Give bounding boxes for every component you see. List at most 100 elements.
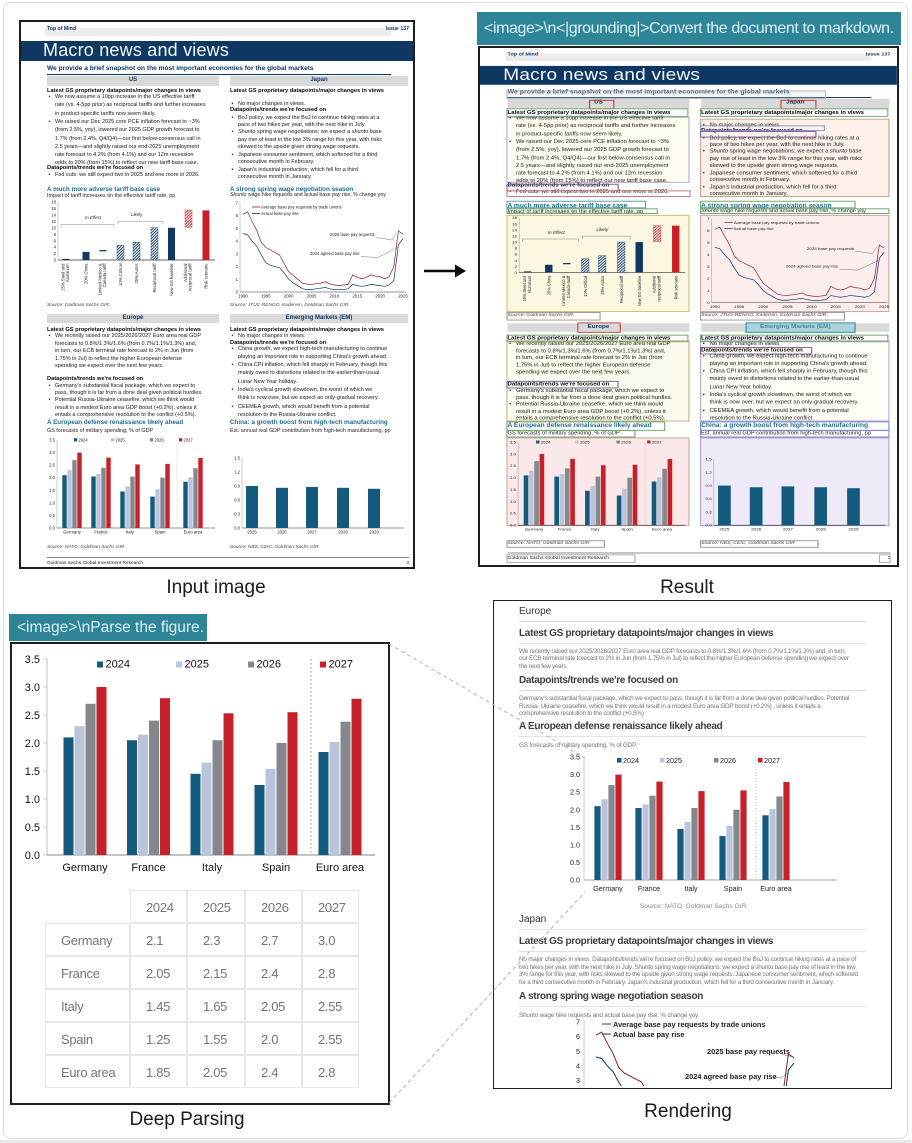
svg-text:2026: 2026	[154, 437, 164, 442]
svg-text:2028: 2028	[816, 527, 827, 532]
svg-text:2025: 2025	[115, 437, 125, 442]
svg-text:2027: 2027	[783, 527, 794, 532]
svg-text:Spain: Spain	[155, 530, 167, 535]
svg-text:2010: 2010	[330, 294, 340, 299]
svg-text:8: 8	[515, 246, 518, 251]
svg-text:Aluminum: Aluminum	[527, 275, 532, 293]
svg-text:1995: 1995	[261, 294, 271, 299]
svg-text:2025: 2025	[719, 527, 730, 532]
svg-text:7: 7	[707, 216, 710, 221]
svg-text:0.5: 0.5	[570, 858, 580, 867]
svg-text:2.0: 2.0	[570, 805, 580, 814]
svg-text:1: 1	[707, 288, 710, 293]
svg-text:10: 10	[512, 240, 518, 245]
svg-text:3.0: 3.0	[49, 450, 55, 455]
svg-text:Italy: Italy	[591, 527, 600, 532]
svg-text:2025: 2025	[185, 659, 209, 671]
svg-text:2025: 2025	[666, 756, 682, 765]
svg-text:1.5: 1.5	[234, 455, 240, 460]
svg-text:New GS baseline: New GS baseline	[637, 275, 642, 306]
svg-text:0.9: 0.9	[706, 483, 713, 488]
svg-text:10: 10	[51, 225, 56, 230]
svg-text:2024: 2024	[78, 437, 88, 442]
svg-text:14: 14	[512, 228, 518, 233]
svg-text:Canada tariff: Canada tariff	[102, 263, 107, 288]
svg-text:Risk scenario: Risk scenario	[204, 263, 209, 289]
svg-text:1.5: 1.5	[510, 487, 517, 492]
svg-text:2025: 2025	[580, 440, 591, 445]
svg-text:Aluminum: Aluminum	[65, 263, 70, 282]
svg-text:New GS baseline: New GS baseline	[169, 263, 174, 296]
svg-text:2025: 2025	[398, 294, 408, 299]
svg-text:2.5: 2.5	[49, 463, 55, 468]
svg-text:10% Critical: 10% Critical	[583, 276, 588, 297]
svg-text:2026: 2026	[257, 659, 281, 671]
svg-text:2: 2	[54, 251, 57, 256]
svg-text:2.5: 2.5	[25, 710, 40, 722]
svg-text:0.9: 0.9	[234, 484, 240, 489]
svg-text:4: 4	[515, 258, 518, 263]
svg-text:0.6: 0.6	[706, 496, 713, 501]
svg-text:0.6: 0.6	[234, 498, 240, 503]
svg-text:2020: 2020	[375, 294, 385, 299]
svg-text:1.0: 1.0	[570, 841, 580, 850]
svg-text:Reciprocal tariff: Reciprocal tariff	[619, 275, 624, 303]
svg-text:Additional: Additional	[651, 276, 656, 293]
svg-text:Germany: Germany	[525, 527, 545, 532]
svg-text:2025 base pay requests: 2025 base pay requests	[707, 1047, 790, 1056]
svg-text:France: France	[131, 862, 165, 874]
svg-text:2024: 2024	[541, 440, 552, 445]
svg-text:1.2: 1.2	[234, 470, 240, 475]
svg-text:6: 6	[54, 238, 57, 243]
svg-text:2000: 2000	[758, 304, 769, 309]
svg-text:3.5: 3.5	[49, 438, 55, 443]
svg-text:3.0: 3.0	[510, 452, 517, 457]
svg-text:2025 base pay requests: 2025 base pay requests	[330, 232, 375, 237]
svg-text:12: 12	[51, 219, 56, 224]
svg-text:0.0: 0.0	[49, 526, 55, 531]
svg-text:Actual base pay rise: Actual base pay rise	[734, 226, 775, 231]
svg-text:2.0: 2.0	[49, 475, 55, 480]
svg-text:1.2: 1.2	[706, 470, 713, 475]
svg-text:4: 4	[707, 252, 710, 257]
svg-text:Germany: Germany	[593, 884, 623, 893]
svg-text:1990: 1990	[710, 304, 721, 309]
svg-text:16: 16	[51, 206, 56, 211]
svg-text:20% China: 20% China	[546, 275, 551, 295]
svg-text:3: 3	[576, 1076, 580, 1085]
svg-text:3.0: 3.0	[570, 770, 580, 779]
svg-text:Italy: Italy	[126, 530, 135, 535]
svg-text:4: 4	[576, 1061, 580, 1070]
svg-text:2.0: 2.0	[25, 738, 40, 750]
svg-text:Limited Mexico &: Limited Mexico &	[561, 276, 566, 306]
svg-text:6: 6	[515, 252, 518, 257]
svg-text:6: 6	[707, 228, 710, 233]
svg-text:1.0: 1.0	[25, 794, 40, 806]
svg-text:Italy: Italy	[684, 884, 698, 893]
svg-text:2024: 2024	[106, 659, 130, 671]
svg-text:Spain: Spain	[621, 527, 633, 532]
svg-text:0.5: 0.5	[510, 511, 517, 516]
svg-text:7: 7	[236, 201, 239, 206]
svg-text:0.3: 0.3	[234, 512, 240, 517]
svg-text:2029: 2029	[369, 530, 379, 535]
svg-text:Italy: Italy	[202, 862, 223, 874]
svg-text:2.5: 2.5	[570, 788, 580, 797]
svg-text:2015: 2015	[352, 294, 362, 299]
svg-text:10% Critical: 10% Critical	[118, 263, 123, 285]
svg-text:Average base pay requests by t: Average base pay requests by trade union…	[734, 220, 819, 225]
svg-text:12: 12	[512, 234, 518, 239]
svg-text:Average base pay requests by t: Average base pay requests by trade union…	[613, 1020, 766, 1029]
svg-text:1.0: 1.0	[49, 500, 55, 505]
svg-text:In Effect: In Effect	[85, 215, 102, 220]
svg-text:2024: 2024	[623, 756, 639, 765]
svg-text:2024 agreed base pay rise: 2024 agreed base pay rise	[310, 251, 360, 256]
svg-text:6: 6	[576, 1032, 580, 1041]
svg-text:2005: 2005	[307, 294, 317, 299]
svg-text:18: 18	[512, 215, 518, 220]
svg-text:Germany: Germany	[62, 862, 108, 874]
svg-text:reciprocal tariff: reciprocal tariff	[656, 275, 661, 302]
svg-text:2026: 2026	[751, 527, 762, 532]
svg-text:3: 3	[707, 264, 710, 269]
svg-text:0.0: 0.0	[510, 523, 517, 528]
